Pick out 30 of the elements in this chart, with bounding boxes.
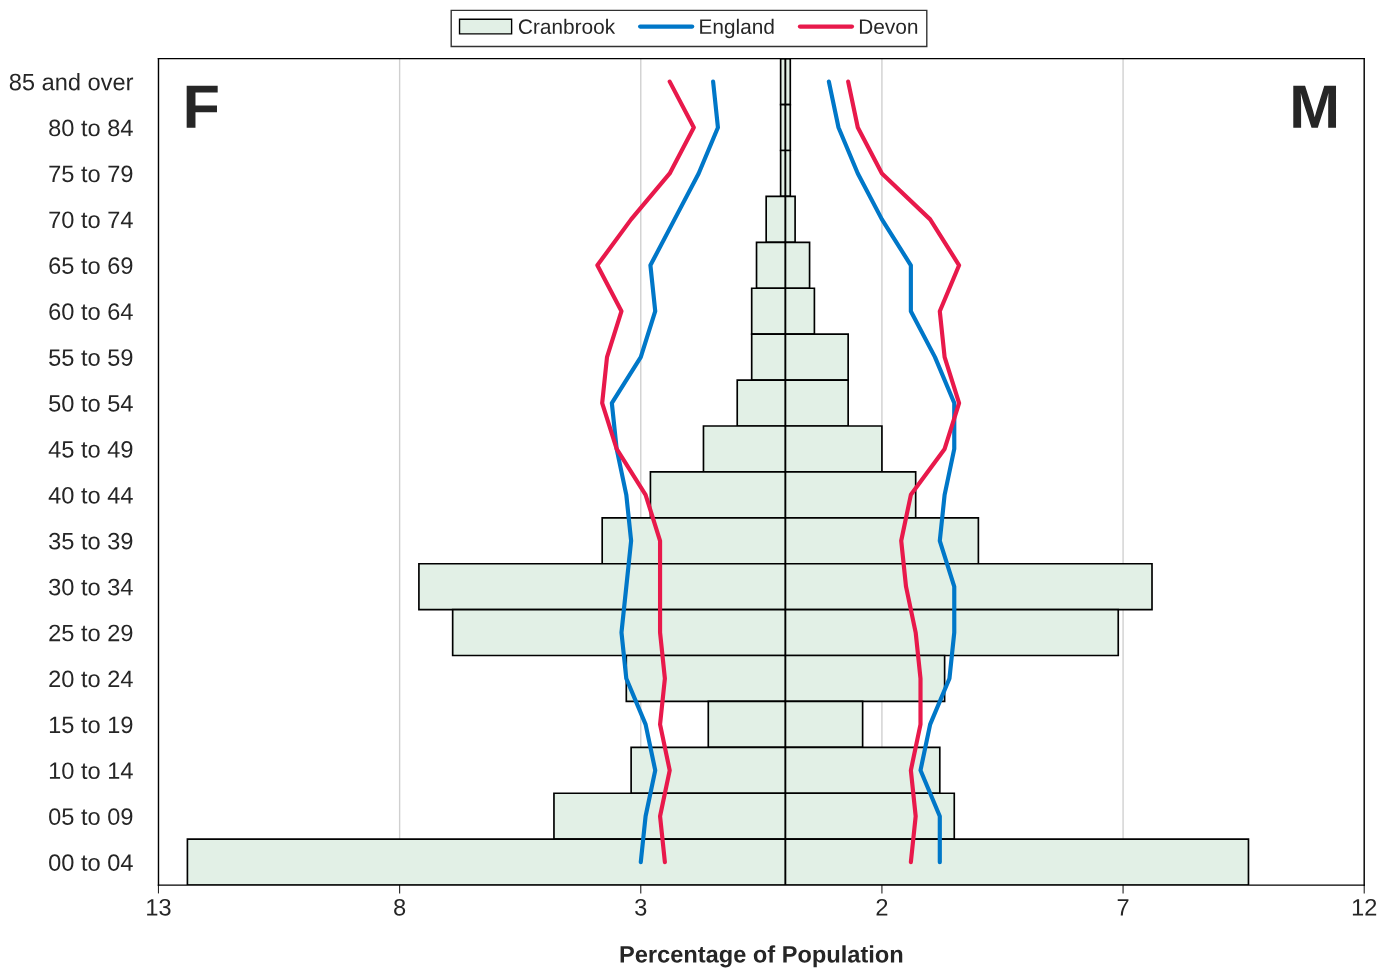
y-tick-label: 75 to 79: [49, 165, 133, 183]
legend-label: England: [700, 18, 774, 39]
y-tick-label: 60 to 64: [49, 303, 133, 320]
y-tick-label: 35 to 39: [49, 532, 133, 550]
y-tick-label: 50 to 54: [49, 395, 133, 412]
legend-label: Cranbrook: [518, 18, 616, 35]
y-tick-label: 10 to 14: [49, 762, 133, 780]
annotation: M: [1293, 85, 1337, 128]
y-tick-label: 20 to 24: [49, 670, 133, 688]
y-tick-label: 80 to 84: [49, 119, 133, 137]
annotation: F: [186, 85, 218, 128]
x-tick-label: 8: [394, 898, 406, 916]
y-tick-label: 30 to 34: [49, 578, 133, 596]
x-tick-label: 3: [635, 898, 647, 916]
y-tick-label: 05 to 09: [49, 808, 133, 826]
y-tick-label: 00 to 04: [49, 854, 133, 871]
x-tick-label: 12: [1352, 898, 1377, 916]
x-tick-label: 13: [147, 898, 171, 916]
y-tick-label: 15 to 19: [49, 716, 133, 734]
y-tick-label: 40 to 44: [48, 486, 133, 504]
y-tick-label: 65 to 69: [49, 257, 133, 275]
y-tick-label: 85 and over: [9, 73, 134, 91]
y-tick-label: 55 to 59: [49, 349, 133, 366]
x-tick-label: 2: [876, 898, 888, 916]
legend-label: Devon: [859, 19, 918, 35]
y-tick-label: 25 to 29: [49, 624, 133, 642]
x-tick-label: 7: [1117, 899, 1129, 916]
x-axis-title: Percentage of Population: [620, 945, 903, 968]
y-tick-label: 45 to 49: [48, 441, 133, 458]
y-tick-label: 70 to 74: [49, 211, 133, 229]
